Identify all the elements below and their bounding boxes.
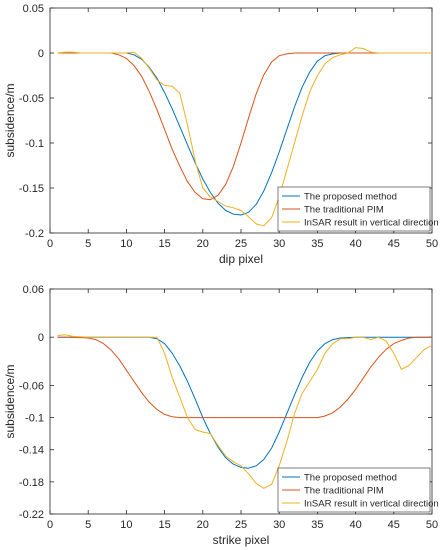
legend-box	[277, 186, 431, 232]
chart-strike-profile: 0 5 10 15 20 25 30 35 40 45 50 0.06 0 -0.06 -0.1 -0.14 -…	[3, 284, 439, 547]
legend-entry-2: The traditional PIM	[304, 205, 384, 216]
legend-entry-3: InSAR result in vertical direction	[304, 499, 439, 510]
x-tick-label: 45	[388, 519, 400, 531]
series-line-2	[57, 52, 432, 201]
chart-dip-profile: 0 5 10 15 20 25 30 35 40 45 50 0.05 0 -0.05 -0.1 -0.15 -…	[3, 3, 439, 266]
legend-entry-2: The traditional PIM	[304, 486, 384, 497]
x-tick-label: 20	[197, 519, 209, 531]
x-tick-label: 30	[273, 238, 285, 250]
y-tick-label: 0	[38, 48, 44, 60]
y-axis-label: subsidence/m	[3, 83, 17, 157]
y-tick-label: -0.2	[25, 228, 44, 240]
y-tick-label: 0.06	[23, 284, 44, 296]
series-line-2	[57, 336, 432, 419]
legend-entry-3: InSAR result in vertical direction	[304, 218, 439, 229]
y-tick-label: 0	[38, 332, 44, 344]
x-tick-label: 25	[235, 238, 247, 250]
series-line-3	[57, 334, 433, 489]
series-line-3	[57, 47, 432, 227]
legend-entry-1: The proposed method	[304, 192, 397, 203]
x-tick-label: 20	[197, 238, 209, 250]
series-line-1	[57, 336, 432, 469]
y-tick-label: -0.05	[19, 93, 44, 105]
y-tick-label: 0.05	[23, 3, 44, 15]
legend-box	[277, 467, 431, 513]
x-tick-label: 5	[85, 519, 91, 531]
x-tick-label: 35	[311, 519, 323, 531]
y-tick-label: -0.14	[19, 445, 44, 457]
y-axis-label: subsidence/m	[3, 364, 17, 438]
x-tick-label: 15	[158, 519, 170, 531]
y-tick-label: -0.1	[25, 413, 44, 425]
x-tick-label: 50	[426, 519, 438, 531]
y-tick-label: -0.15	[19, 183, 44, 195]
x-tick-label: 40	[349, 238, 361, 250]
x-tick-label: 10	[120, 519, 132, 531]
y-tick-label: -0.18	[19, 477, 44, 489]
y-tick-label: -0.06	[19, 380, 44, 392]
x-axis-label: dip pixel	[219, 252, 263, 266]
x-tick-label: 5	[85, 238, 91, 250]
x-axis-label: strike pixel	[213, 533, 270, 547]
x-tick-label: 0	[47, 238, 53, 250]
x-tick-label: 35	[311, 238, 323, 250]
x-tick-label: 15	[158, 238, 170, 250]
legend-entry-1: The proposed method	[304, 473, 397, 484]
y-tick-label: -0.22	[19, 509, 44, 521]
y-tick-label: -0.1	[25, 138, 44, 150]
x-tick-label: 0	[47, 519, 53, 531]
x-tick-label: 45	[388, 238, 400, 250]
x-tick-label: 50	[426, 238, 438, 250]
x-tick-label: 40	[349, 519, 361, 531]
x-tick-label: 30	[273, 519, 285, 531]
x-tick-label: 25	[235, 519, 247, 531]
x-tick-label: 10	[120, 238, 132, 250]
